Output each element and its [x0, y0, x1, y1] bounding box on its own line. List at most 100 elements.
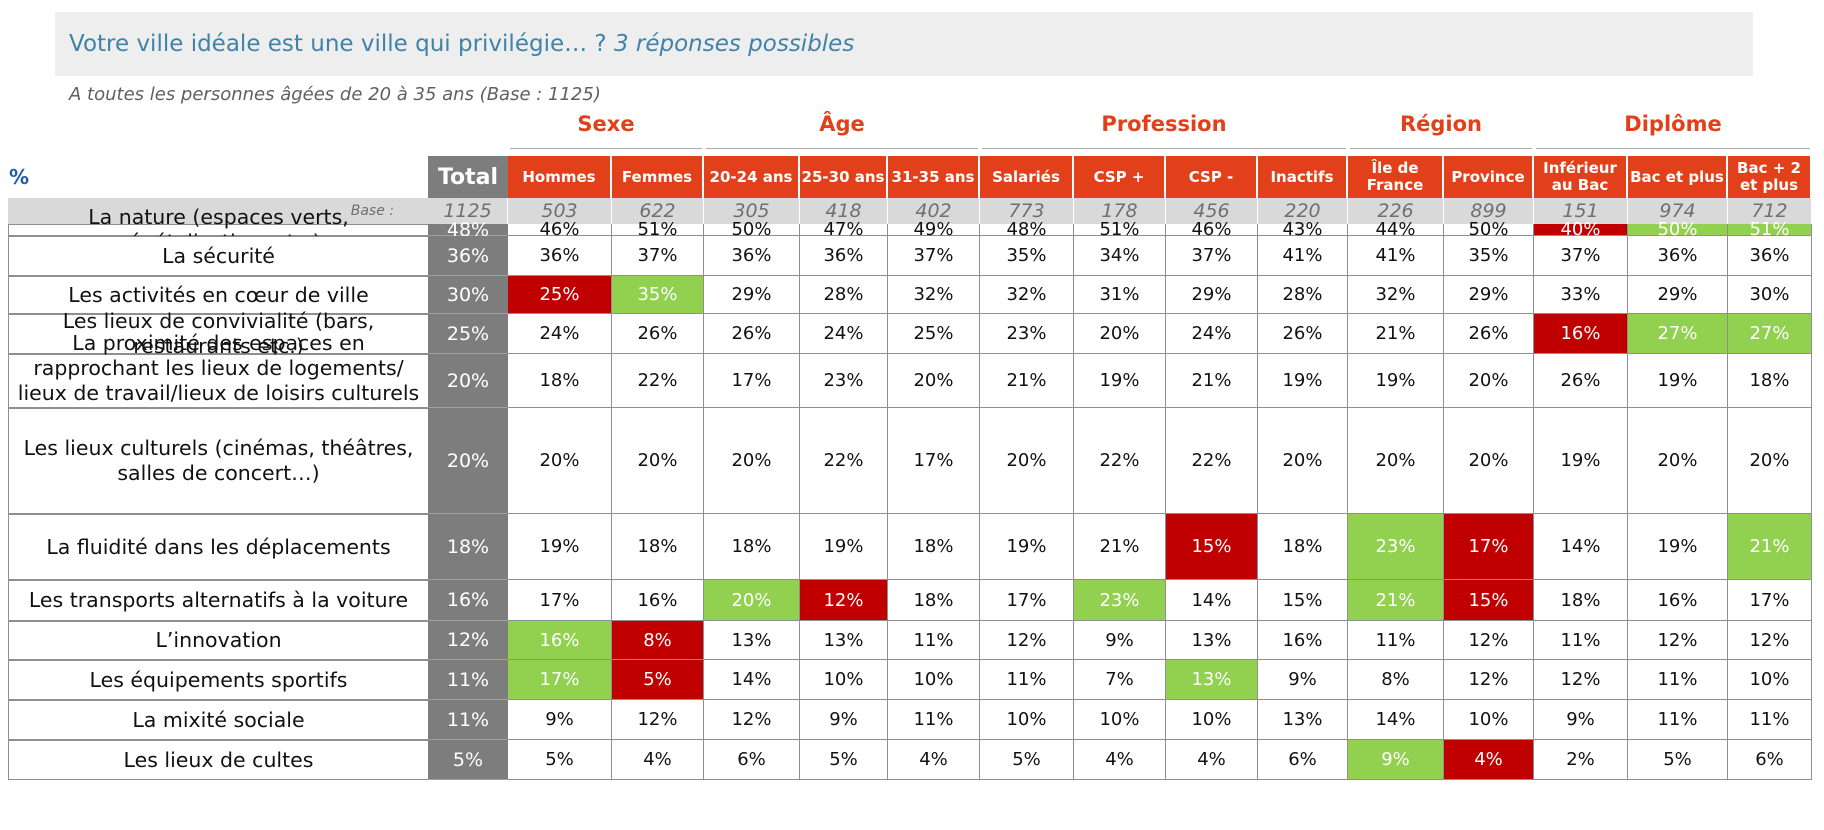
table-cell: 18% [704, 514, 800, 580]
table-cell: 6% [1258, 740, 1348, 780]
row-label: La sécurité [8, 236, 428, 276]
table-cell: 18% [1258, 514, 1348, 580]
table-cell: 10% [888, 660, 980, 700]
table-cell: 26% [612, 314, 704, 354]
table-cell: 36% [1728, 236, 1812, 276]
table-cell: 17% [508, 660, 612, 700]
group-underline [1536, 148, 1810, 149]
table-cell: 20% [1444, 408, 1534, 514]
column-header: Province [1444, 156, 1534, 198]
table-cell: 6% [1728, 740, 1812, 780]
group-title: Sexe [577, 112, 635, 136]
row-label: Les lieux culturels (cinémas, théâtres, … [8, 408, 428, 514]
table-cell: 24% [1166, 314, 1258, 354]
table-cell: 35% [612, 276, 704, 314]
table-cell: 17% [704, 354, 800, 408]
base-value: 305 [704, 198, 800, 224]
table-cell: 22% [1074, 408, 1166, 514]
table-cell: 12% [980, 621, 1074, 660]
table-cell: 16% [612, 580, 704, 621]
table-cell: 32% [1348, 276, 1444, 314]
column-header: Inactifs [1258, 156, 1348, 198]
table-cell: 10% [800, 660, 888, 700]
table-cell: 14% [1348, 700, 1444, 740]
table-cell: 19% [508, 514, 612, 580]
table-cell: 40% [1534, 219, 1628, 240]
table-cell: 24% [508, 314, 612, 354]
total-value: 36% [428, 236, 508, 276]
column-header: Femmes [612, 156, 704, 198]
table-cell: 4% [1074, 740, 1166, 780]
base-value: 899 [1444, 198, 1534, 224]
table-cell: 10% [1166, 700, 1258, 740]
table-cell: 27% [1728, 314, 1812, 354]
table-cell: 51% [1728, 219, 1812, 240]
table-cell: 20% [1348, 408, 1444, 514]
table-cell: 44% [1348, 219, 1444, 240]
base-label: Base : [8, 198, 428, 224]
table-cell: 28% [1258, 276, 1348, 314]
group-title: Diplôme [1624, 112, 1722, 136]
table-cell: 26% [1258, 314, 1348, 354]
table-cell: 41% [1258, 236, 1348, 276]
table-cell: 20% [980, 408, 1074, 514]
table-cell: 34% [1074, 236, 1166, 276]
table-cell: 18% [508, 354, 612, 408]
table-cell: 14% [1534, 514, 1628, 580]
row-label: Les équipements sportifs [8, 660, 428, 700]
table-cell: 23% [1348, 514, 1444, 580]
table-cell: 21% [1074, 514, 1166, 580]
table-cell: 13% [704, 621, 800, 660]
table-cell: 23% [980, 314, 1074, 354]
base-value: 622 [612, 198, 704, 224]
table-cell: 22% [1166, 408, 1258, 514]
table-cell: 48% [980, 219, 1074, 240]
table-cell: 6% [704, 740, 800, 780]
table-cell: 29% [1628, 276, 1728, 314]
group-underline [706, 148, 978, 149]
table-cell: 5% [1628, 740, 1728, 780]
title-box: Votre ville idéale est une ville qui pri… [55, 12, 1753, 76]
table-cell: 21% [1348, 314, 1444, 354]
table-cell: 18% [1534, 580, 1628, 621]
group-title: Profession [1101, 112, 1227, 136]
table-cell: 28% [800, 276, 888, 314]
total-value: 25% [428, 314, 508, 354]
total-value: 18% [428, 514, 508, 580]
column-header: Île de France [1348, 156, 1444, 198]
table-cell: 9% [1348, 740, 1444, 780]
table-cell: 25% [888, 314, 980, 354]
column-header: CSP - [1166, 156, 1258, 198]
row-label: La nature (espaces verts, végétalisation… [8, 205, 428, 254]
table-cell: 12% [1444, 660, 1534, 700]
table-cell: 17% [1728, 580, 1812, 621]
table-cell: 19% [980, 514, 1074, 580]
table-cell: 12% [1534, 660, 1628, 700]
table-cell: 9% [508, 700, 612, 740]
table-cell: 9% [1258, 660, 1348, 700]
table-cell: 32% [888, 276, 980, 314]
table-cell: 11% [888, 700, 980, 740]
table-cell: 20% [704, 408, 800, 514]
base-value: 418 [800, 198, 888, 224]
table-cell: 16% [1258, 621, 1348, 660]
table-cell: 22% [612, 354, 704, 408]
table-cell: 11% [888, 621, 980, 660]
table-cell: 20% [612, 408, 704, 514]
row-label: Les transports alternatifs à la voiture [8, 580, 428, 621]
table-cell: 23% [800, 354, 888, 408]
total-value: 20% [428, 354, 508, 408]
table-cell: 50% [1444, 219, 1534, 240]
table-cell: 26% [1534, 354, 1628, 408]
table-cell: 23% [1074, 580, 1166, 621]
base-value: 974 [1628, 198, 1728, 224]
total-value: 5% [428, 740, 508, 780]
table-cell: 26% [704, 314, 800, 354]
column-header: 25-30 ans [800, 156, 888, 198]
table-cell: 17% [888, 408, 980, 514]
table-cell: 15% [1258, 580, 1348, 621]
table-cell: 19% [1628, 354, 1728, 408]
table-cell: 11% [1534, 621, 1628, 660]
table-cell: 8% [612, 621, 704, 660]
table-cell: 9% [800, 700, 888, 740]
